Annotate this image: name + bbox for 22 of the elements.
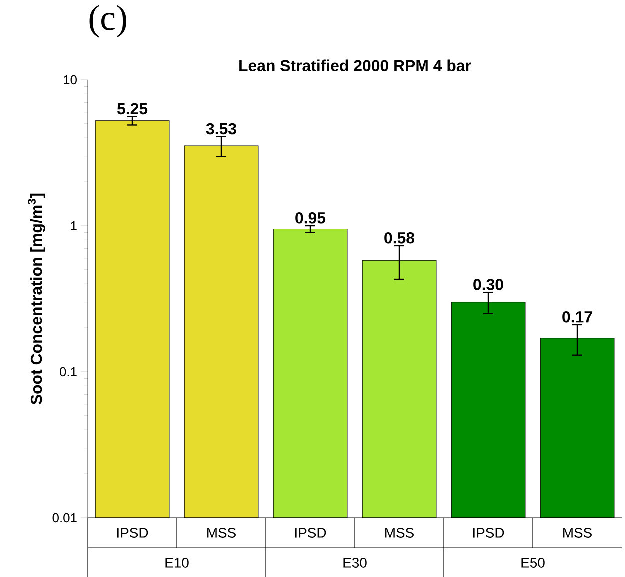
y-tick-label: 0.01 [52,513,77,522]
data-label: 0.58 [384,232,415,244]
data-label: 5.25 [117,103,148,114]
x-tick-label: MSS [386,528,414,538]
x-tick-label: IPSD [474,528,504,538]
text: E10 [166,558,189,568]
x-tick-label: IPSD [118,528,148,538]
data-label: 0.95 [296,212,326,224]
chart-title: Lean Stratified 2000 RPM 4 bar [240,60,472,72]
text: E30 [344,558,367,568]
x-tick-label: MSS [208,528,236,538]
x-tick-label: MSS [564,528,592,538]
y-axis-title: Soot Concentration [mg/m$^{3}$] [28,194,46,404]
data-label: 0.30 [474,278,504,290]
y-tick-label: 1 [71,221,77,230]
data-label: 0.17 [562,311,592,323]
text: (c) [90,5,126,38]
text: E50 [522,558,545,568]
x-tick-label: IPSD [296,528,326,538]
y-tick-label: 10 [64,75,77,84]
y-tick-label: 0.1 [60,367,77,376]
data-label: 3.53 [206,123,236,135]
